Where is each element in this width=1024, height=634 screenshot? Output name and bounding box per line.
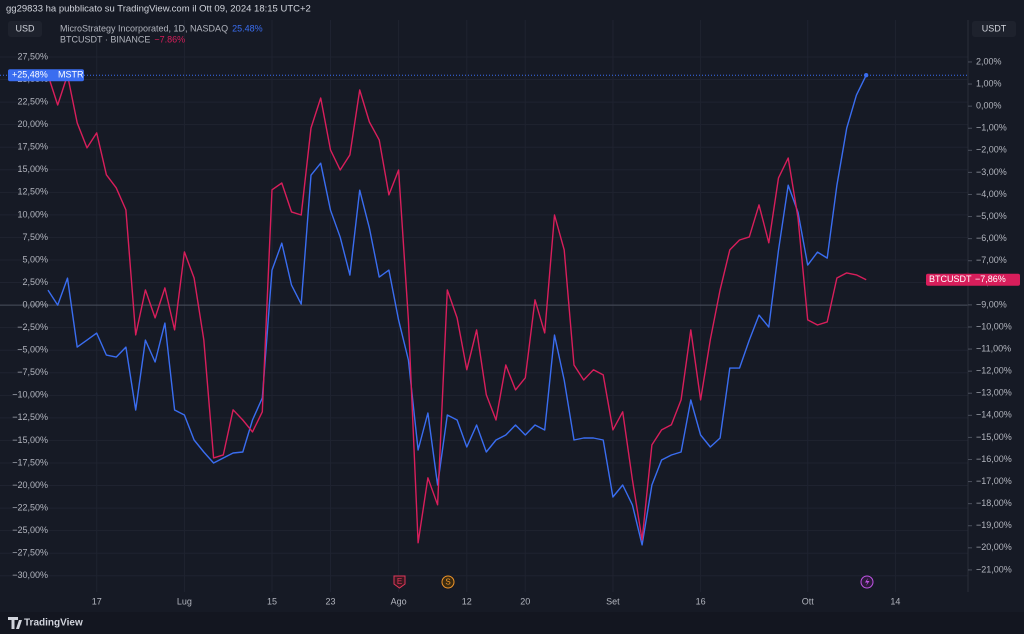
- header-title: gg29833 ha pubblicato su TradingView.com…: [6, 4, 311, 15]
- price-tag-name: MSTR: [58, 70, 84, 80]
- y-tick-label: −15,00%: [12, 435, 48, 445]
- y2-tick-label: −12,00%: [976, 366, 1012, 376]
- y2-tick-label: −1,00%: [976, 123, 1007, 133]
- y-tick-label: 10,00%: [17, 209, 48, 219]
- y2-tick-label: 1,00%: [976, 78, 1002, 88]
- price-tag-name: BTCUSDT: [929, 274, 972, 284]
- y2-tick-label: −13,00%: [976, 388, 1012, 398]
- x-tick-label: Set: [606, 596, 620, 606]
- y2-tick-label: −20,00%: [976, 542, 1012, 552]
- y-tick-label: −27,50%: [12, 548, 48, 558]
- y2-tick-label: −19,00%: [976, 520, 1012, 530]
- event-split: [441, 575, 455, 589]
- y-tick-label: 20,00%: [17, 119, 48, 129]
- x-tick-label: 14: [890, 596, 900, 606]
- legend-value: 25.48%: [232, 23, 263, 33]
- unit-box: [972, 21, 1016, 37]
- x-tick-label: 17: [92, 596, 102, 606]
- x-tick-label: 16: [696, 596, 706, 606]
- legend-value: −7.86%: [154, 34, 185, 44]
- x-tick-label: Lug: [177, 596, 192, 606]
- y2-tick-label: −18,00%: [976, 498, 1012, 508]
- y-tick-label: −20,00%: [12, 480, 48, 490]
- price-tag: [8, 69, 84, 82]
- event-label: E: [397, 577, 402, 586]
- y2-tick-label: −17,00%: [976, 476, 1012, 486]
- x-tick-label: 15: [267, 596, 277, 606]
- y-tick-label: −10,00%: [12, 390, 48, 400]
- y-tick-label: 0,00%: [22, 299, 48, 309]
- y-tick-label: −5,00%: [17, 345, 48, 355]
- x-tick-label: Ott: [802, 596, 815, 606]
- y-tick-label: 12,50%: [17, 187, 48, 197]
- y2-tick-label: −15,00%: [976, 432, 1012, 442]
- price-tag-value: −7,86%: [975, 274, 1006, 284]
- footer-brand: TradingView: [24, 618, 83, 629]
- plot: 17Lug1523Ago1220Set16Ott1427,50%25,00%22…: [0, 20, 1020, 606]
- unit-box: [8, 21, 42, 37]
- logo: [8, 617, 22, 629]
- x-tick-label: 12: [462, 596, 472, 606]
- y2-tick-label: −10,00%: [976, 321, 1012, 331]
- y2-tick-label: −21,00%: [976, 564, 1012, 574]
- event-label: S: [445, 578, 450, 587]
- y-tick-label: −7,50%: [17, 367, 48, 377]
- series-line: [47, 74, 867, 544]
- x-tick-label: 23: [325, 596, 335, 606]
- y-tick-label: 7,50%: [22, 232, 48, 242]
- y-tick-label: −2,50%: [17, 322, 48, 332]
- right-unit: USDT: [982, 23, 1007, 33]
- y-tick-label: 15,00%: [17, 164, 48, 174]
- y-tick-label: 2,50%: [22, 277, 48, 287]
- y-tick-label: 22,50%: [17, 96, 48, 106]
- y2-tick-label: −5,00%: [976, 211, 1007, 221]
- y2-tick-label: −9,00%: [976, 299, 1007, 309]
- y-tick-label: 5,00%: [22, 254, 48, 264]
- price-tag-value: +25,48%: [12, 70, 48, 80]
- legend-name: BTCUSDT · BINANCE: [60, 34, 150, 44]
- y2-tick-label: −11,00%: [976, 343, 1011, 353]
- y-tick-label: −30,00%: [12, 570, 48, 580]
- y2-tick-label: −7,00%: [976, 255, 1007, 265]
- event-news-icon: [865, 578, 870, 586]
- y2-tick-label: 2,00%: [976, 56, 1002, 66]
- y2-tick-label: −14,00%: [976, 410, 1012, 420]
- last-point: [863, 73, 869, 78]
- x-tick-label: 20: [520, 596, 530, 606]
- left-unit: USD: [15, 23, 35, 33]
- footer-bar: [0, 612, 1024, 634]
- series-line: [47, 74, 867, 546]
- y-tick-label: −22,50%: [12, 502, 48, 512]
- y2-tick-label: −16,00%: [976, 454, 1012, 464]
- y2-tick-label: −3,00%: [976, 167, 1007, 177]
- y-tick-label: −17,50%: [12, 457, 48, 467]
- y-tick-label: 17,50%: [17, 142, 48, 152]
- x-tick-label: Ago: [391, 596, 407, 606]
- y2-tick-label: 0,00%: [976, 101, 1002, 111]
- legend-name: MicroStrategy Incorporated, 1D, NASDAQ: [60, 23, 228, 33]
- event-earnings: [393, 575, 406, 589]
- price-tag: [926, 273, 1020, 286]
- y-tick-label: −12,50%: [12, 412, 48, 422]
- y-tick-label: −25,00%: [12, 525, 48, 535]
- y2-tick-label: −6,00%: [976, 233, 1007, 243]
- y-tick-label: 27,50%: [17, 51, 48, 61]
- y2-tick-label: −4,00%: [976, 189, 1007, 199]
- y2-tick-label: −2,00%: [976, 145, 1007, 155]
